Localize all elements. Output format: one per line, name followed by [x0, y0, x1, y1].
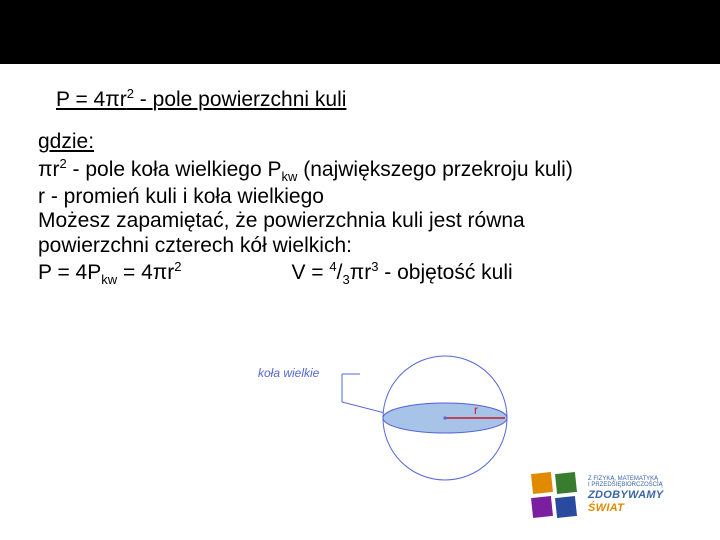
- logo-word-1: ZDOBYWAMY: [588, 489, 663, 501]
- logo-icon: [528, 469, 580, 521]
- where-label: gdzie:: [38, 130, 682, 154]
- definition-line-3: Możesz zapamiętać, że powierzchnia kuli …: [38, 209, 682, 234]
- surface-area-formula: P = 4πr2 - pole powierzchni kuli: [56, 86, 682, 112]
- svg-text:r: r: [474, 403, 478, 417]
- slide-content: P = 4πr2 - pole powierzchni kuli gdzie: …: [0, 64, 720, 287]
- logo-text: Z FIZYKĄ, MATEMATYKĄ I PRZEDSIĘBIORCZOŚC…: [588, 476, 663, 515]
- sphere-diagram: koła wielkie r: [250, 350, 570, 500]
- surface-formula-expanded: P = 4Pkw = 4πr2: [38, 259, 181, 287]
- definition-line-2: r - promień kuli i koła wielkiego: [38, 185, 682, 210]
- slide-top-bar: [0, 0, 720, 64]
- project-logo: Z FIZYKĄ, MATEMATYKĄ I PRZEDSIĘBIORCZOŚC…: [528, 464, 698, 526]
- logo-tagline-2: I PRZEDSIĘBIORCZOŚCIĄ: [588, 482, 663, 488]
- formula-summary-row: P = 4Pkw = 4πr2 V = 4/3πr3 - objętość ku…: [38, 259, 682, 287]
- great-circle-label: koła wielkie: [258, 366, 319, 380]
- volume-formula: V = 4/3πr3 - objętość kuli: [291, 259, 512, 287]
- formula-desc: pole powierzchni kuli: [153, 88, 347, 111]
- logo-word-2: ŚWIAT: [588, 502, 624, 514]
- definition-line-1: πr2 - pole koła wielkiego Pkw (największ…: [38, 156, 682, 185]
- definition-line-4: powierzchni czterech kół wielkich:: [38, 234, 682, 259]
